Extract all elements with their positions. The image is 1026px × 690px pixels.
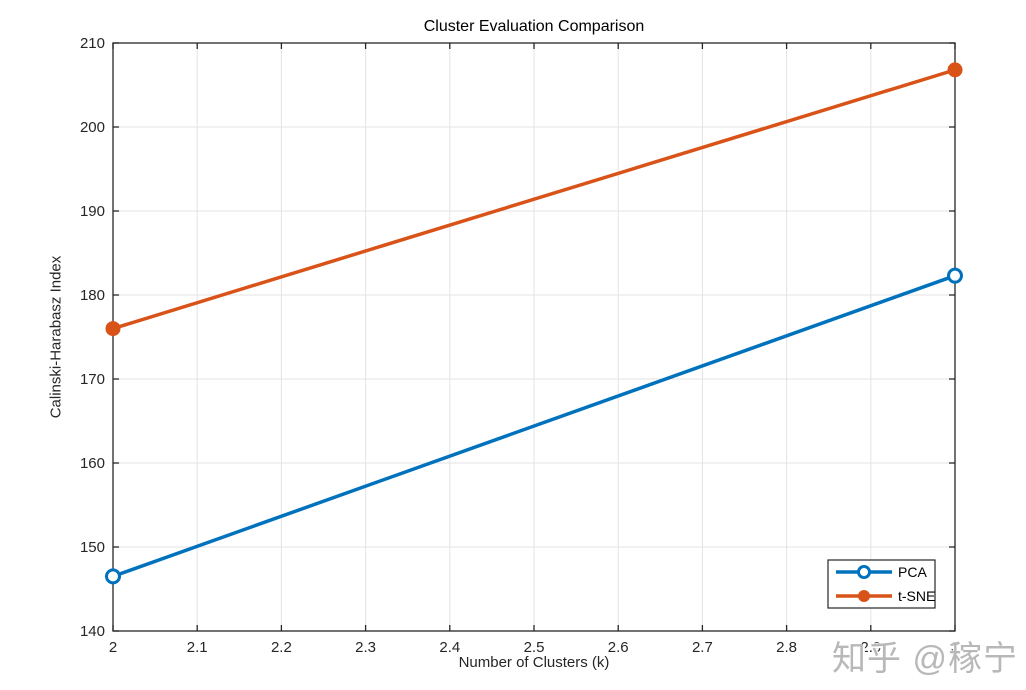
x-tick-label: 2.3 bbox=[355, 639, 376, 656]
x-tick-label: 2.8 bbox=[776, 639, 797, 656]
legend: PCA t-SNE bbox=[827, 559, 936, 609]
legend-label-pca: PCA bbox=[898, 564, 927, 580]
series-marker-t-sne bbox=[947, 62, 963, 78]
y-tick-label: 160 bbox=[80, 455, 105, 472]
x-tick-label: 2 bbox=[109, 639, 117, 656]
legend-marker-t-sne bbox=[858, 590, 870, 602]
x-tick-label: 2.5 bbox=[524, 639, 545, 656]
x-tick-label: 2.6 bbox=[608, 639, 629, 656]
x-axis-label: Number of Clusters (k) bbox=[458, 654, 610, 671]
series-marker-pca bbox=[105, 568, 121, 585]
x-tick-label: 2.2 bbox=[271, 639, 292, 656]
series-line-pca bbox=[111, 273, 957, 579]
y-tick-label: 190 bbox=[80, 203, 105, 220]
y-axis-label: Calinski-Harabasz Index bbox=[47, 255, 65, 419]
y-tick-label: 140 bbox=[80, 623, 105, 640]
legend-box bbox=[827, 559, 936, 609]
series-line-t-sne bbox=[111, 68, 957, 331]
x-tick-label: 2.9 bbox=[860, 639, 881, 656]
y-tick-label: 170 bbox=[80, 371, 105, 388]
series-marker-pca bbox=[947, 267, 963, 284]
x-tick-label: 2.4 bbox=[439, 639, 460, 656]
series-marker-t-sne bbox=[105, 321, 121, 337]
y-tick-label: 150 bbox=[80, 539, 105, 556]
legend-marker-pca bbox=[857, 565, 871, 579]
y-tick-label: 200 bbox=[80, 119, 105, 136]
x-tick-label: 2.7 bbox=[692, 639, 713, 656]
x-tick-label: 2.1 bbox=[187, 639, 208, 656]
watermark: 知乎 @稼宁 bbox=[832, 640, 1018, 678]
chart-title: Cluster Evaluation Comparison bbox=[423, 18, 645, 35]
x-tick-label: 3 bbox=[951, 639, 959, 656]
legend-label-t-sne: t-SNE bbox=[898, 588, 935, 604]
y-tick-label: 180 bbox=[80, 287, 105, 304]
y-tick-label: 210 bbox=[80, 35, 105, 52]
